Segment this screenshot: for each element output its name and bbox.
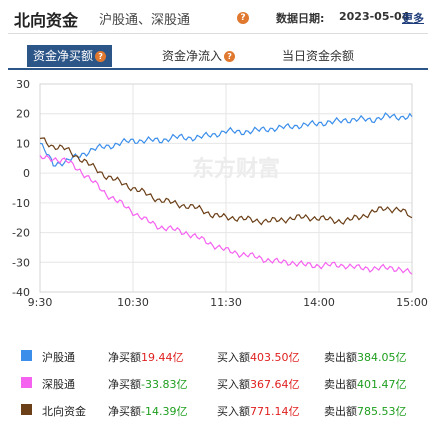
net-buy-label: 净买额	[108, 378, 141, 391]
more-link[interactable]: 更多	[402, 12, 424, 25]
header: 北向资金 沪股通、深股通 ? 数据日期: 2023-05-04 更多	[0, 0, 436, 34]
y-tick-label: -10	[12, 197, 30, 210]
tab-net-buy[interactable]: 资金净买额?	[27, 45, 113, 67]
x-tick-label: 9:30	[28, 296, 53, 309]
legend-row: 沪股通 净买额19.44亿 买入额403.50亿 卖出额384.05亿	[0, 346, 436, 366]
y-tick-label: 30	[16, 78, 30, 91]
x-tick-label: 14:00	[303, 296, 335, 309]
help-icon[interactable]: ?	[95, 51, 107, 62]
buy-amount: 买入额771.14亿	[217, 403, 300, 419]
series-line	[39, 137, 413, 226]
net-buy: 净买额19.44亿	[108, 349, 184, 365]
y-tick-label: 0	[23, 167, 30, 180]
legend-series-name: 北向资金	[42, 405, 86, 418]
page-title: 北向资金	[14, 11, 79, 30]
y-tick-label: -30	[12, 256, 30, 269]
legend-swatch	[21, 404, 32, 415]
tab-net-inflow-label: 资金净流入	[162, 49, 223, 63]
line-chart: 30 20 10 0 -10 -20 -30 -409:30 10:30 11:30 14:00 15…	[12, 78, 428, 309]
date-label: 数据日期:	[276, 12, 325, 25]
tab-underline	[8, 68, 428, 70]
tab-net-buy-label: 资金净买额	[33, 49, 94, 63]
sell-amount: 卖出额401.47亿	[324, 376, 407, 392]
sell-value: 401.47亿	[357, 378, 407, 391]
legend-swatch	[21, 377, 32, 388]
sell-label: 卖出额	[324, 351, 357, 364]
buy-value: 403.50亿	[250, 351, 300, 364]
x-tick-label: 15:00	[396, 296, 428, 309]
sell-value: 384.05亿	[357, 351, 407, 364]
sell-value: 785.53亿	[357, 405, 407, 418]
buy-value: 771.14亿	[250, 405, 300, 418]
sell-label: 卖出额	[324, 405, 357, 418]
buy-value: 367.64亿	[250, 378, 300, 391]
y-tick-label: 10	[16, 137, 30, 150]
y-tick-label: -20	[12, 227, 30, 240]
series-line	[39, 112, 413, 167]
tab-net-inflow[interactable]: 资金净流入?	[162, 45, 236, 67]
net-buy-label: 净买额	[108, 405, 141, 418]
legend-swatch	[21, 350, 32, 361]
help-icon[interactable]: ?	[237, 12, 249, 24]
net-buy-value: -33.83亿	[141, 378, 188, 391]
series-line	[39, 154, 413, 275]
net-buy-value: 19.44亿	[141, 351, 184, 364]
sell-amount: 卖出额785.53亿	[324, 403, 407, 419]
buy-label: 买入额	[217, 405, 250, 418]
net-buy: 净买额-14.39亿	[108, 403, 187, 419]
legend-series-name: 沪股通	[42, 351, 75, 364]
legend: 沪股通 净买额19.44亿 买入额403.50亿 卖出额384.05亿 深股通 …	[0, 340, 436, 425]
y-tick-label: 20	[16, 108, 30, 121]
legend-row: 北向资金 净买额-14.39亿 买入额771.14亿 卖出额785.53亿	[0, 400, 436, 420]
net-buy-value: -14.39亿	[141, 405, 188, 418]
sell-label: 卖出额	[324, 378, 357, 391]
help-icon[interactable]: ?	[224, 51, 236, 62]
legend-series-name: 深股通	[42, 378, 75, 391]
legend-row: 深股通 净买额-33.83亿 买入额367.64亿 卖出额401.47亿	[0, 373, 436, 393]
date-value: 2023-05-04	[339, 10, 410, 23]
x-tick-label: 10:30	[117, 296, 149, 309]
buy-amount: 买入额367.64亿	[217, 376, 300, 392]
tab-bar: 资金净买额? 资金净流入? 当日资金余额	[0, 45, 436, 71]
y-tick-label: -40	[12, 286, 30, 299]
net-buy-label: 净买额	[108, 351, 141, 364]
buy-label: 买入额	[217, 378, 250, 391]
x-tick-label: 11:30	[210, 296, 242, 309]
sell-amount: 卖出额384.05亿	[324, 349, 407, 365]
buy-amount: 买入额403.50亿	[217, 349, 300, 365]
buy-label: 买入额	[217, 351, 250, 364]
tab-balance[interactable]: 当日资金余额	[282, 45, 354, 67]
plot-area	[39, 83, 413, 293]
header-divider	[8, 33, 428, 34]
watermark: 东方财富	[192, 156, 280, 182]
tab-balance-label: 当日资金余额	[282, 49, 355, 63]
page-subtitle: 沪股通、深股通	[99, 13, 191, 28]
net-buy: 净买额-33.83亿	[108, 376, 187, 392]
